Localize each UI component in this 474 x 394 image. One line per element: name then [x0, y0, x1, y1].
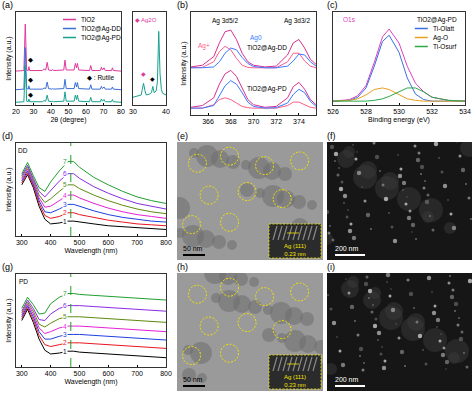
- svg-text:700: 700: [131, 370, 143, 377]
- svg-text:0.23 nm: 0.23 nm: [284, 382, 306, 388]
- html-text:(d): (d): [2, 131, 13, 141]
- svg-text:Ag+: Ag+: [198, 42, 210, 50]
- svg-text:Wavelength (nm): Wavelength (nm): [64, 378, 117, 386]
- svg-text:800: 800: [160, 370, 172, 377]
- svg-text:60: 60: [82, 108, 90, 115]
- svg-text:Intensity (a.u.): Intensity (a.u.): [180, 41, 188, 85]
- svg-text:Ti-Osurf: Ti-Osurf: [433, 43, 456, 50]
- svg-text:70: 70: [100, 108, 108, 115]
- svg-text:TiO2@Ag-PD: TiO2@Ag-PD: [247, 85, 287, 93]
- svg-text:700: 700: [131, 239, 143, 246]
- svg-text:50 nm: 50 nm: [183, 245, 203, 252]
- html-text:(f): (f): [327, 131, 336, 141]
- svg-text:Intensity (a.u.): Intensity (a.u.): [5, 36, 13, 80]
- html-text:(h): (h): [177, 262, 188, 272]
- svg-text:534: 534: [459, 108, 471, 115]
- svg-text:TiO2@Ag-PD: TiO2@Ag-PD: [81, 34, 121, 42]
- svg-text:Ag 3d3/2: Ag 3d3/2: [284, 17, 310, 25]
- svg-text:6: 6: [63, 170, 67, 177]
- svg-text:530: 530: [393, 108, 405, 115]
- svg-text:Ti-Olatt: Ti-Olatt: [433, 25, 454, 32]
- svg-text:◆: ◆: [28, 76, 33, 83]
- svg-text:0.23 nm: 0.23 nm: [284, 251, 306, 257]
- svg-text:20: 20: [12, 108, 20, 115]
- svg-text:◆: ◆: [28, 91, 33, 98]
- svg-text:DD: DD: [18, 147, 28, 154]
- svg-text:Intensity (a.u.): Intensity (a.u.): [5, 298, 13, 342]
- svg-text:Ag 3d5/2: Ag 3d5/2: [212, 17, 238, 25]
- svg-text:600: 600: [102, 370, 114, 377]
- svg-text:532: 532: [426, 108, 438, 115]
- svg-text:5: 5: [63, 313, 67, 320]
- svg-text:374: 374: [293, 118, 305, 125]
- svg-text:4: 4: [63, 192, 67, 199]
- svg-text:400: 400: [45, 239, 57, 246]
- svg-text:368: 368: [225, 118, 237, 125]
- svg-text:TiO2@Ag-DD: TiO2@Ag-DD: [247, 44, 287, 52]
- svg-text:366: 366: [202, 118, 214, 125]
- svg-text:Binding energy (eV): Binding energy (eV): [368, 116, 430, 124]
- svg-text:300: 300: [16, 370, 28, 377]
- svg-text:◆ Ag2O: ◆ Ag2O: [135, 17, 157, 23]
- svg-text:370: 370: [248, 118, 260, 125]
- html-text:(b): (b): [177, 0, 188, 10]
- svg-text:40: 40: [47, 108, 55, 115]
- svg-text:200 nm: 200 nm: [335, 245, 359, 252]
- svg-text:2: 2: [63, 209, 67, 216]
- svg-text:PD: PD: [19, 278, 28, 285]
- svg-text:Ag (111): Ag (111): [284, 374, 306, 380]
- svg-text:526: 526: [327, 108, 339, 115]
- svg-text:7: 7: [63, 158, 67, 165]
- svg-text:◆: ◆: [141, 71, 146, 77]
- svg-text:5: 5: [63, 181, 67, 188]
- svg-text:40: 40: [162, 108, 170, 115]
- svg-text:2θ (degree): 2θ (degree): [50, 116, 86, 124]
- svg-text:Wavelength (nm): Wavelength (nm): [64, 247, 117, 255]
- html-text:(a): (a): [2, 0, 13, 10]
- svg-text:Ag (111): Ag (111): [284, 243, 306, 249]
- svg-text:4: 4: [63, 323, 67, 330]
- svg-text:◆: ◆: [150, 76, 155, 82]
- html-text:(c): (c): [327, 0, 338, 10]
- svg-text:O1s: O1s: [343, 16, 356, 23]
- svg-text:200 nm: 200 nm: [335, 376, 359, 383]
- svg-text:800: 800: [160, 239, 172, 246]
- svg-text:Intensity (a.u.): Intensity (a.u.): [5, 167, 13, 211]
- svg-text:Ag-O: Ag-O: [433, 34, 448, 42]
- svg-text:30: 30: [129, 108, 137, 115]
- svg-text:500: 500: [74, 239, 86, 246]
- svg-text:50: 50: [65, 108, 73, 115]
- svg-text:600: 600: [102, 239, 114, 246]
- svg-text:6: 6: [63, 302, 67, 309]
- svg-text:TiO2@Ag-PD: TiO2@Ag-PD: [417, 16, 457, 24]
- svg-text:7: 7: [63, 290, 67, 297]
- svg-text:1: 1: [63, 348, 67, 355]
- svg-text:1: 1: [63, 218, 67, 225]
- html-text:(g): (g): [2, 262, 13, 272]
- svg-text:3: 3: [63, 201, 67, 208]
- svg-text:372: 372: [270, 118, 282, 125]
- svg-text:80: 80: [117, 108, 125, 115]
- svg-text:◆: ◆: [28, 56, 33, 63]
- svg-text:400: 400: [45, 370, 57, 377]
- svg-text:50 nm: 50 nm: [183, 376, 203, 383]
- svg-text:500: 500: [74, 370, 86, 377]
- svg-text:TiO2: TiO2: [81, 16, 95, 23]
- html-text:(e): (e): [177, 131, 188, 141]
- svg-text:TiO2@Ag-DD: TiO2@Ag-DD: [81, 25, 121, 33]
- svg-text:3: 3: [63, 331, 67, 338]
- svg-text:30: 30: [30, 108, 38, 115]
- svg-text:2: 2: [63, 339, 67, 346]
- html-text:(i): (i): [327, 262, 335, 272]
- svg-text:Ag0: Ag0: [250, 34, 262, 42]
- svg-text:◆ : Rutile: ◆ : Rutile: [87, 74, 114, 81]
- svg-text:528: 528: [360, 108, 372, 115]
- svg-text:300: 300: [16, 239, 28, 246]
